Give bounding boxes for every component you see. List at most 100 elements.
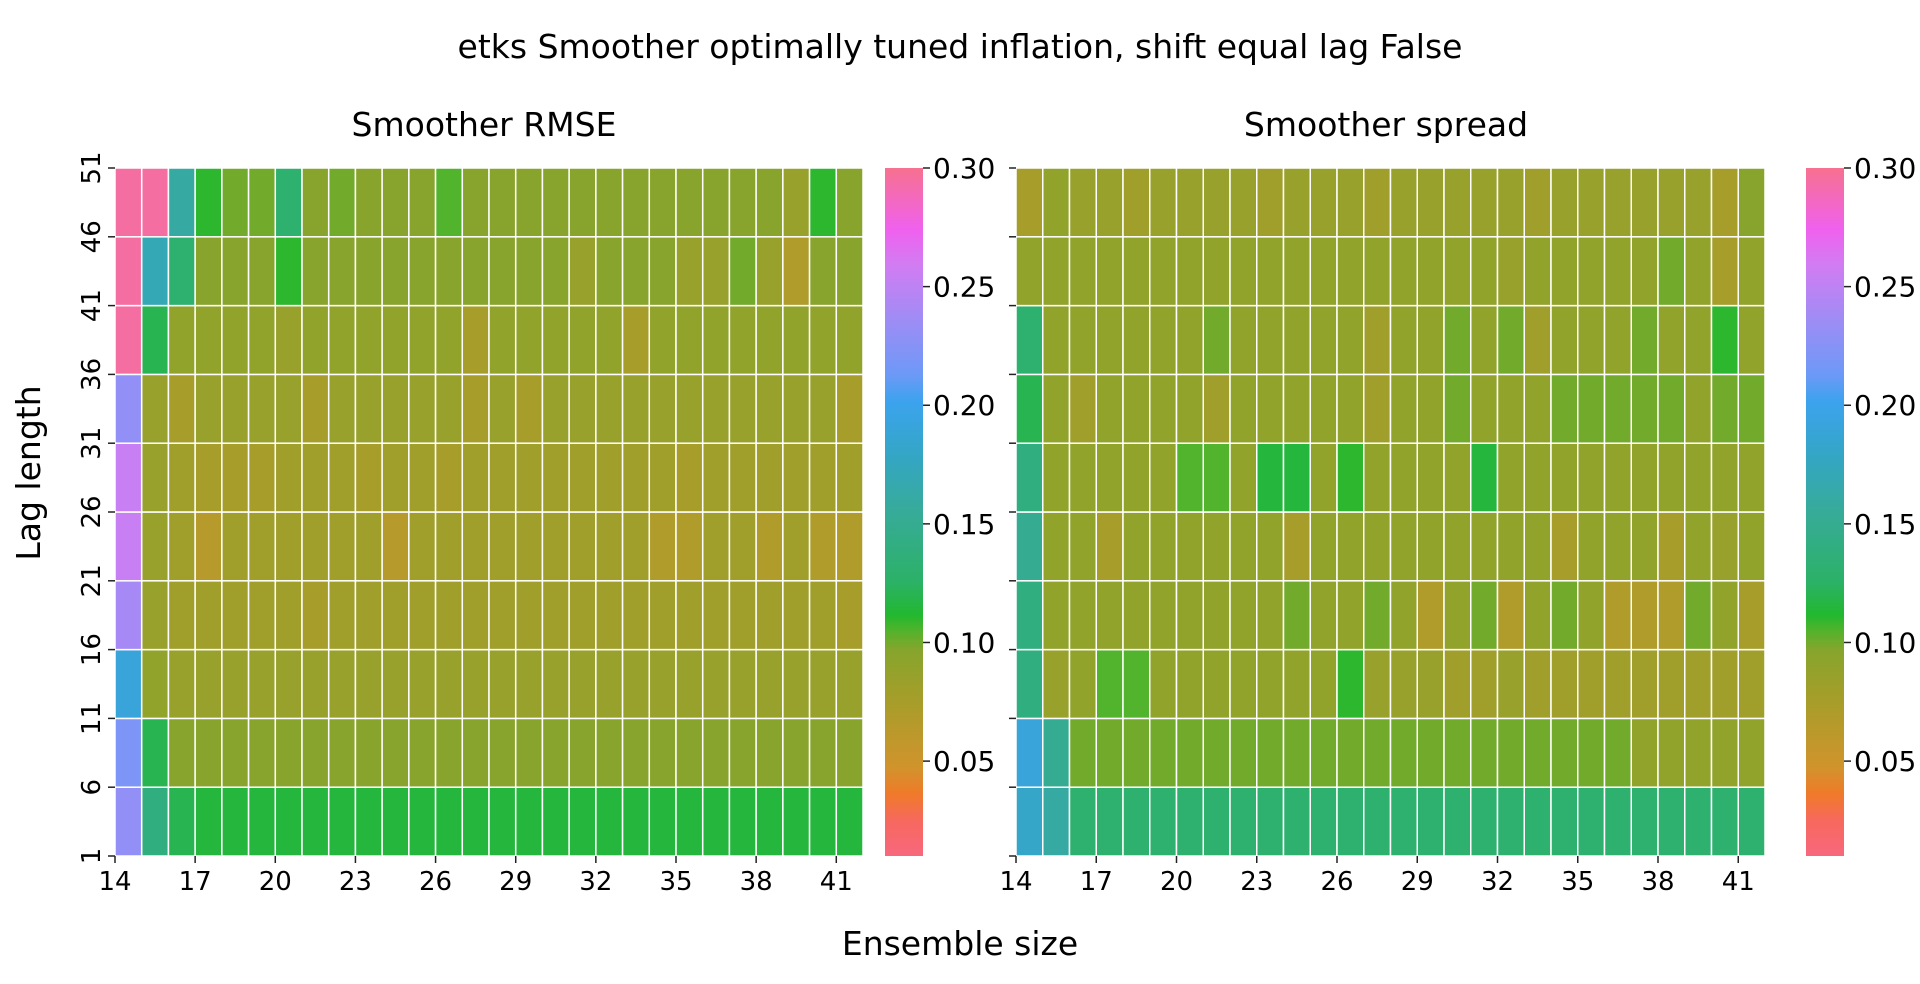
heatmap-cell [1603, 511, 1632, 582]
heatmap-cell [1550, 786, 1579, 857]
heatmap-cell [1737, 304, 1766, 376]
heatmap-cell [1603, 442, 1632, 513]
heatmap-cell [1603, 786, 1632, 857]
heatmap-cell [1603, 717, 1632, 788]
heatmap-cell [434, 511, 464, 582]
heatmap-cell [408, 304, 437, 376]
heatmap-cell [194, 373, 223, 444]
heatmap-cell [728, 648, 757, 720]
heatmap-cell [167, 511, 196, 582]
heatmap-cell [114, 580, 143, 651]
heatmap-cell [1684, 648, 1713, 720]
heatmap-cell [1068, 167, 1097, 238]
heatmap-cell [247, 580, 277, 651]
heatmap-cell [140, 373, 170, 444]
heatmap-cell [514, 648, 544, 720]
heatmap-cell [1336, 167, 1365, 238]
heatmap-cell [327, 304, 357, 376]
heatmap-cell [1443, 717, 1472, 788]
heatmap-cell [301, 717, 330, 788]
heatmap-cell [1309, 167, 1338, 238]
heatmap-cell [1630, 373, 1659, 444]
x-tick-label: 17 [179, 867, 212, 897]
heatmap-cell [488, 304, 517, 376]
heatmap-cell [728, 373, 757, 444]
heatmap-cell [461, 580, 490, 651]
heatmap-cell [595, 304, 624, 376]
heatmap-cell [140, 304, 170, 376]
heatmap-cell [354, 717, 383, 788]
heatmap-cell [648, 580, 677, 651]
heatmap-cell [1309, 442, 1338, 513]
heatmap-cell [568, 580, 597, 651]
heatmap-cell [595, 373, 624, 444]
heatmap-cell [1095, 648, 1124, 720]
heatmap-cell [1443, 304, 1472, 376]
x-tick-label: 29 [499, 867, 532, 897]
heatmap-cell [1523, 511, 1552, 582]
heatmap-cell [1684, 167, 1713, 238]
heatmap-cell [1309, 648, 1338, 720]
spread-colorbar: 0.05 0.10 0.15 0.20 0.25 0.30 [1806, 152, 1916, 856]
heatmap-cell [167, 580, 196, 651]
heatmap-cell [1710, 304, 1739, 376]
heatmap-cell [167, 373, 196, 444]
heatmap-cell [327, 786, 357, 857]
heatmap-cell [835, 373, 864, 444]
heatmap-cell [1256, 786, 1285, 857]
heatmap-cell [461, 442, 490, 513]
heatmap-cell [1657, 442, 1686, 513]
y-tick-label: 46 [77, 220, 107, 253]
heatmap-cell [1149, 167, 1178, 238]
heatmap-cell [1042, 717, 1071, 788]
heatmap-cell [835, 648, 864, 720]
heatmap-cell [1603, 648, 1632, 720]
heatmap-cell [1550, 580, 1579, 651]
heatmap-cell [114, 304, 143, 376]
heatmap-cell [835, 786, 864, 857]
heatmap-cell [1603, 236, 1632, 307]
heatmap-cell [381, 511, 410, 582]
heatmap-cell [1229, 648, 1258, 720]
heatmap-cell [1202, 167, 1231, 238]
heatmap-cell [1389, 580, 1418, 651]
heatmap-cell [1684, 442, 1713, 513]
heatmap-cell [1684, 304, 1713, 376]
x-tick-label: 20 [1160, 867, 1193, 897]
heatmap-cell [1095, 786, 1124, 857]
heatmap-cell [1202, 580, 1231, 651]
heatmap-cell [1122, 167, 1151, 238]
heatmap-cell [327, 373, 357, 444]
heatmap-cell [461, 236, 490, 307]
heatmap-cell [701, 786, 731, 857]
heatmap-cell [755, 304, 784, 376]
heatmap-cell [1496, 304, 1525, 376]
heatmap-cell [1630, 786, 1659, 857]
heatmap-cell [568, 167, 597, 238]
heatmap-cell [1710, 786, 1739, 857]
heatmap-cell [1095, 442, 1124, 513]
heatmap-cell [1416, 167, 1445, 238]
heatmap-cell [675, 167, 704, 238]
heatmap-cell [327, 167, 357, 238]
heatmap-cell [1710, 648, 1739, 720]
heatmap-cell [782, 717, 811, 788]
y-tick-label: 41 [77, 289, 107, 322]
heatmap-cell [1523, 236, 1552, 307]
heatmap-cell [1042, 442, 1071, 513]
heatmap-cell [274, 511, 303, 582]
x-tick-label: 26 [1320, 867, 1353, 897]
heatmap-cell [1577, 442, 1606, 513]
heatmap-cell [621, 442, 651, 513]
x-tick-label: 14 [999, 867, 1032, 897]
heatmap-cell [1470, 580, 1499, 651]
heatmap-cell [1470, 167, 1499, 238]
heatmap-cell [1550, 648, 1579, 720]
heatmap-cell [1015, 511, 1044, 582]
heatmap-cell [1068, 511, 1097, 582]
heatmap-cell [1577, 786, 1606, 857]
heatmap-cell [301, 373, 330, 444]
heatmap-cell [514, 304, 544, 376]
heatmap-cell [221, 717, 250, 788]
heatmap-cell [1470, 648, 1499, 720]
